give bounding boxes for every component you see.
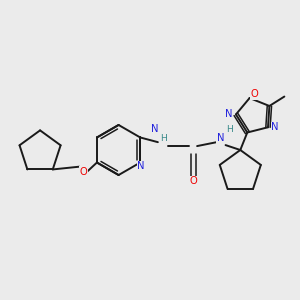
- Text: N: N: [137, 161, 145, 171]
- Text: O: O: [189, 176, 197, 186]
- Text: O: O: [250, 89, 258, 99]
- Text: N: N: [225, 110, 233, 119]
- Text: H: H: [226, 125, 233, 134]
- Text: O: O: [80, 167, 87, 177]
- Text: N: N: [271, 122, 279, 132]
- Text: N: N: [151, 124, 159, 134]
- Text: N: N: [217, 133, 224, 143]
- Text: H: H: [160, 134, 167, 143]
